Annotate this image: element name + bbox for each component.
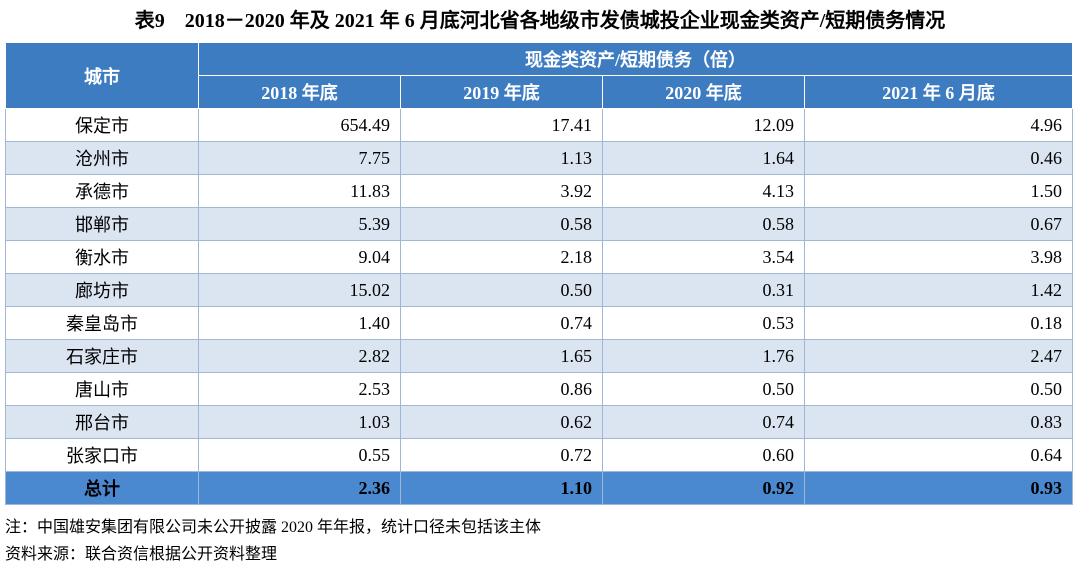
value-cell: 1.42 [804,273,1073,307]
value-cell: 17.41 [400,108,603,142]
value-cell: 0.60 [602,438,805,472]
total-value: 0.93 [804,471,1073,505]
header-cell: 2020 年底 [602,75,805,109]
header-cell: 2021 年 6 月底 [804,75,1073,109]
total-row: 总计 2.36 1.10 0.92 0.93 [5,471,1073,505]
value-cell: 0.58 [400,207,603,241]
city-cell: 邢台市 [5,405,199,439]
table-row: 邯郸市 5.39 0.58 0.58 0.67 [5,207,1073,241]
table-row: 张家口市 0.55 0.72 0.60 0.64 [5,438,1073,472]
note: 注：中国雄安集团有限公司未公开披露 2020 年年报，统计口径未包括该主体 [5,519,542,536]
table-row: 衡水市 9.04 2.18 3.54 3.98 [5,240,1073,274]
value-cell: 9.04 [198,240,401,274]
value-cell: 2.82 [198,339,401,373]
city-cell: 廊坊市 [5,273,199,307]
table-row: 沧州市 7.75 1.13 1.64 0.46 [5,141,1073,175]
value-cell: 0.50 [804,372,1073,406]
value-cell: 2.18 [400,240,603,274]
city-cell: 张家口市 [5,438,199,472]
table-row: 秦皇岛市 1.40 0.74 0.53 0.18 [5,306,1073,340]
value-cell: 0.50 [602,372,805,406]
table-header: 城市 现金类资产/短期债务（倍） 2018 年底 2019 年底 2020 年底 202… [5,42,1073,109]
value-cell: 1.64 [602,141,805,175]
value-cell: 0.55 [198,438,401,472]
header-cell: 城市 [5,42,199,109]
table-row: 石家庄市 2.82 1.65 1.76 2.47 [5,339,1073,373]
value-cell: 12.09 [602,108,805,142]
header-cell: 现金类资产/短期债务（倍） [198,42,1073,76]
city-cell: 沧州市 [5,141,199,175]
value-cell: 0.31 [602,273,805,307]
value-cell: 15.02 [198,273,401,307]
total-value: 0.92 [602,471,805,505]
value-cell: 2.53 [198,372,401,406]
value-cell: 1.13 [400,141,603,175]
value-cell: 1.40 [198,306,401,340]
value-cell: 3.54 [602,240,805,274]
value-cell: 0.58 [602,207,805,241]
header-cell: 2018 年底 [198,75,401,109]
value-cell: 0.74 [602,405,805,439]
value-cell: 0.46 [804,141,1073,175]
data-table: 城市 现金类资产/短期债务（倍） 2018 年底 2019 年底 2020 年底 202… [5,42,1073,505]
source: 资料来源：联合资信根据公开资料整理 [5,546,278,563]
value-cell: 1.03 [198,405,401,439]
value-cell: 4.13 [602,174,805,208]
table-row: 邢台市 1.03 0.62 0.74 0.83 [5,405,1073,439]
city-cell: 邯郸市 [5,207,199,241]
value-cell: 5.39 [198,207,401,241]
value-cell: 0.83 [804,405,1073,439]
value-cell: 654.49 [198,108,401,142]
table-row: 承德市 11.83 3.92 4.13 1.50 [5,174,1073,208]
table-row: 唐山市 2.53 0.86 0.50 0.50 [5,372,1073,406]
city-cell: 石家庄市 [5,339,199,373]
total-label: 总计 [5,471,199,505]
value-cell: 11.83 [198,174,401,208]
value-cell: 0.50 [400,273,603,307]
value-cell: 3.98 [804,240,1073,274]
value-cell: 1.65 [400,339,603,373]
table-row: 保定市 654.49 17.41 12.09 4.96 [5,108,1073,142]
city-cell: 衡水市 [5,240,199,274]
city-cell: 唐山市 [5,372,199,406]
value-cell: 0.86 [400,372,603,406]
table-title: 表9 2018－2020 年及 2021 年 6 月底河北省各地级市发债城投企业… [134,10,946,32]
value-cell: 0.18 [804,306,1073,340]
city-cell: 承德市 [5,174,199,208]
value-cell: 1.50 [804,174,1073,208]
value-cell: 0.72 [400,438,603,472]
value-cell: 3.92 [400,174,603,208]
value-cell: 4.96 [804,108,1073,142]
value-cell: 0.53 [602,306,805,340]
total-value: 1.10 [400,471,603,505]
city-cell: 保定市 [5,108,199,142]
city-cell: 秦皇岛市 [5,306,199,340]
total-value: 2.36 [198,471,401,505]
value-cell: 0.67 [804,207,1073,241]
value-cell: 0.62 [400,405,603,439]
header-row: 2018 年底 2019 年底 2020 年底 2021 年 6 月底 [6,75,1073,109]
value-cell: 1.76 [602,339,805,373]
table-row: 廊坊市 15.02 0.50 0.31 1.42 [5,273,1073,307]
value-cell: 7.75 [198,141,401,175]
value-cell: 0.74 [400,306,603,340]
value-cell: 0.64 [804,438,1073,472]
header-cell: 2019 年底 [400,75,603,109]
value-cell: 2.47 [804,339,1073,373]
